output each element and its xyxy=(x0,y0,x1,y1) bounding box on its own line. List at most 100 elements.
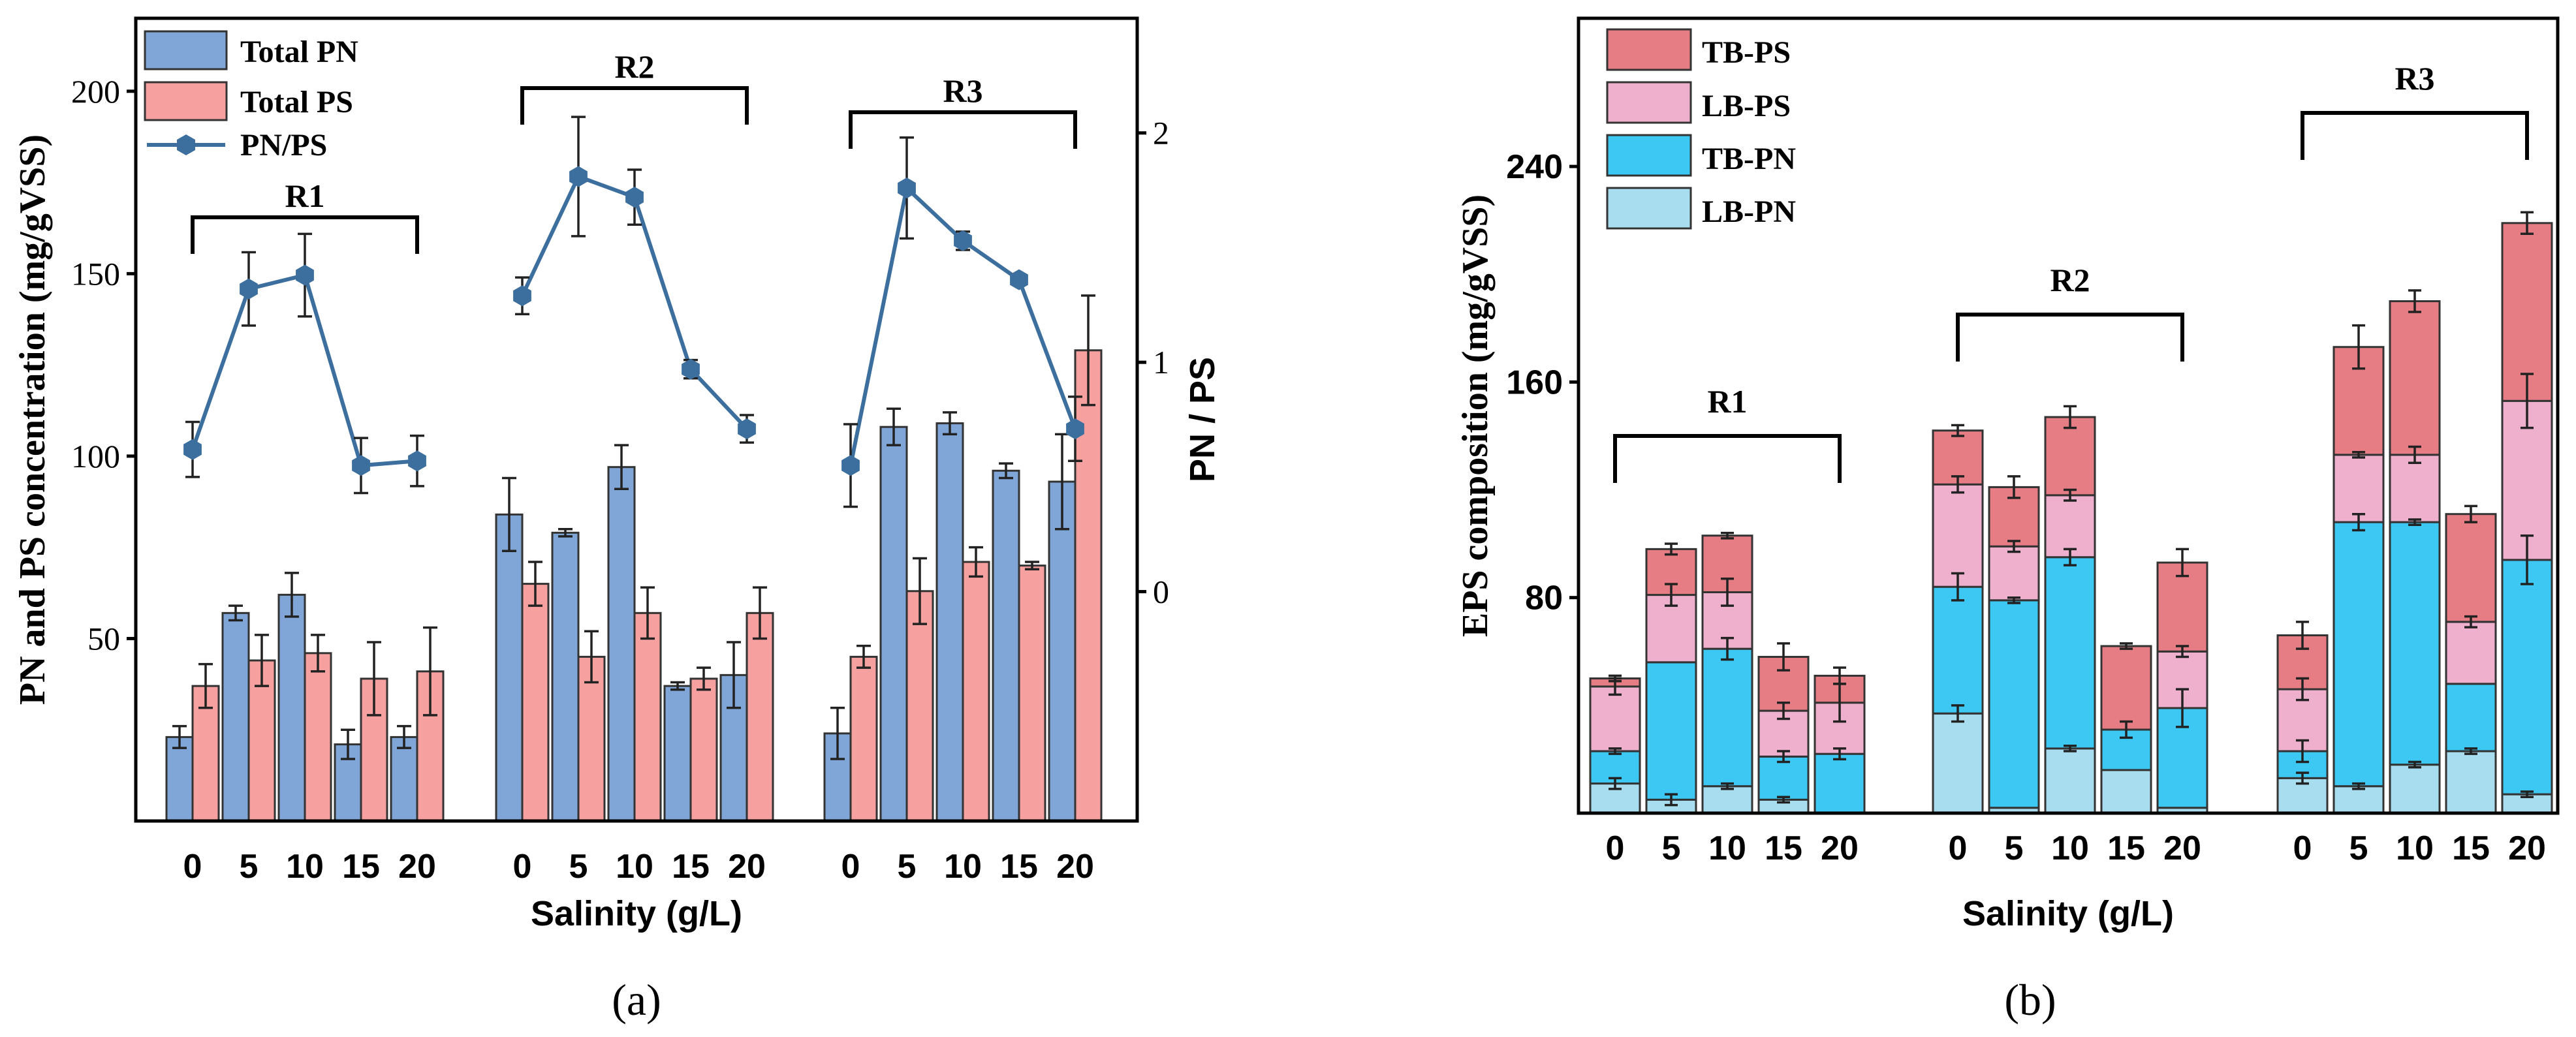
y2-tick-label: 2 xyxy=(1153,115,1169,151)
ratio-point xyxy=(898,178,916,199)
group-label-R1: R1 xyxy=(285,178,324,214)
ratio-point xyxy=(296,264,314,286)
ratio-point xyxy=(569,166,588,187)
panel-b-x-axis-title: Salinity (g/L) xyxy=(1962,894,2174,933)
legend-swatch-total-ps xyxy=(144,81,228,121)
x-tick-label: 5 xyxy=(2005,829,2024,867)
panel-b-group-brackets: R1 R2 R3 xyxy=(1613,60,2529,483)
x-tick-label: 20 xyxy=(2163,829,2201,867)
legend-label-pn-ps: PN/PS xyxy=(240,128,327,163)
x-tick-label: 10 xyxy=(944,848,982,886)
panel-a-plot-frame xyxy=(134,16,1139,823)
panel-a-y-axis-title: PN and PS concentration (mg/gVSS) xyxy=(12,134,53,705)
bar-segment-tb-pn xyxy=(2044,556,2096,750)
bar-segment-lb-pn xyxy=(1701,785,1753,814)
x-tick-label: 20 xyxy=(728,848,766,886)
bar-segment-lb-ps xyxy=(1589,685,1641,752)
x-tick-label: 15 xyxy=(2452,829,2490,867)
x-tick-label: 0 xyxy=(1606,829,1625,867)
bar-segment-lb-ps xyxy=(1645,594,1697,664)
bar-total-ps xyxy=(633,611,662,822)
panel-a-legend: Total PN Total PS PN/PS xyxy=(144,30,358,163)
x-tick-label: 5 xyxy=(2349,829,2368,867)
legend-swatch-total-pn xyxy=(144,30,228,70)
bar-segment-tb-pn xyxy=(1757,755,1810,801)
y-tick-label: 240 xyxy=(1506,148,1563,186)
x-tick-label: 15 xyxy=(2107,829,2145,867)
panel-b-y-axis-title: EPS composition (mg/gVSS) xyxy=(1455,194,1496,637)
group-label-R1: R1 xyxy=(1707,383,1747,420)
x-tick-label: 0 xyxy=(2293,829,2312,867)
panel-b-legend: TB-PS LB-PS TB-PN LB-PN xyxy=(1606,28,1796,230)
bar-segment-lb-pn xyxy=(2100,769,2152,814)
x-tick-label: 20 xyxy=(1056,848,1094,886)
x-tick-label: 15 xyxy=(1765,829,1802,867)
x-tick-label: 20 xyxy=(2508,829,2546,867)
bar-segment-lb-pn xyxy=(2445,750,2497,814)
group-label-R3: R3 xyxy=(2395,60,2434,97)
bar-total-pn xyxy=(879,426,908,822)
x-tick-label: 15 xyxy=(672,848,710,886)
bar-segment-tb-pn xyxy=(1701,647,1753,788)
panel-a-x-axis-title: Salinity (g/L) xyxy=(531,894,742,933)
x-tick-label: 0 xyxy=(1949,829,1968,867)
x-tick-label: 10 xyxy=(286,848,324,886)
y2-tick-label: 1 xyxy=(1153,344,1169,380)
ratio-point xyxy=(841,455,860,476)
legend-label-lb-pn: LB-PN xyxy=(1702,194,1796,229)
bar-segment-tb-ps xyxy=(2389,300,2441,456)
panel-a-label: (a) xyxy=(612,975,661,1025)
group-bracket-R3 xyxy=(2301,111,2529,160)
bar-segment-tb-pn xyxy=(1932,585,1984,715)
x-tick-label: 0 xyxy=(841,848,860,886)
bar-total-pn xyxy=(165,735,194,822)
panel-a-group-brackets: R1 R2 R3 xyxy=(191,48,1077,254)
bar-segment-lb-ps xyxy=(2333,454,2385,523)
bar-total-ps xyxy=(746,611,774,822)
ratio-point xyxy=(1010,269,1028,290)
group-label-R2: R2 xyxy=(2050,262,2090,298)
bar-total-ps xyxy=(962,561,990,822)
group-bracket-R3 xyxy=(849,110,1077,149)
x-tick-label: 5 xyxy=(569,848,588,886)
bar-total-pn xyxy=(495,513,524,822)
ratio-point xyxy=(682,358,700,380)
bar-total-pn xyxy=(390,735,418,822)
bar-segment-tb-ps xyxy=(2100,645,2152,731)
panel-a-error-bars xyxy=(172,294,1095,760)
ratio-point xyxy=(1066,418,1084,440)
legend-label-tb-pn: TB-PN xyxy=(1702,142,1796,176)
ratio-point xyxy=(954,230,972,251)
bar-segment-lb-ps xyxy=(2044,494,2096,559)
bar-segment-tb-pn xyxy=(1814,752,1866,814)
bar-total-pn xyxy=(935,422,964,822)
bar-segment-tb-pn xyxy=(1645,661,1697,801)
panel-a-bars xyxy=(165,349,1103,822)
bar-segment-lb-pn xyxy=(2044,747,2096,814)
bar-segment-lb-pn xyxy=(2389,764,2441,814)
x-tick-label: 10 xyxy=(616,848,653,886)
bar-total-ps xyxy=(577,655,606,822)
panel-b-label: (b) xyxy=(2004,975,2056,1025)
bar-total-pn xyxy=(221,611,250,822)
group-label-R2: R2 xyxy=(614,48,654,85)
bar-total-ps xyxy=(304,652,332,822)
group-bracket-R1 xyxy=(191,215,419,254)
legend-label-total-pn: Total PN xyxy=(240,35,358,69)
legend-label-total-ps: Total PS xyxy=(240,85,353,119)
bar-segment-tb-pn xyxy=(2389,521,2441,766)
panel-a-ratio-line xyxy=(183,116,1084,508)
x-tick-label: 15 xyxy=(1000,848,1038,886)
ratio-point xyxy=(625,187,644,208)
ratio-point xyxy=(183,439,202,460)
x-tick-label: 20 xyxy=(398,848,436,886)
bar-segment-tb-pn xyxy=(2445,683,2497,752)
bar-total-ps xyxy=(1018,565,1046,822)
legend-label-tb-ps: TB-PS xyxy=(1702,35,1791,70)
ratio-point xyxy=(738,418,756,440)
y-tick-label: 100 xyxy=(71,438,120,474)
bar-total-ps xyxy=(360,677,388,822)
